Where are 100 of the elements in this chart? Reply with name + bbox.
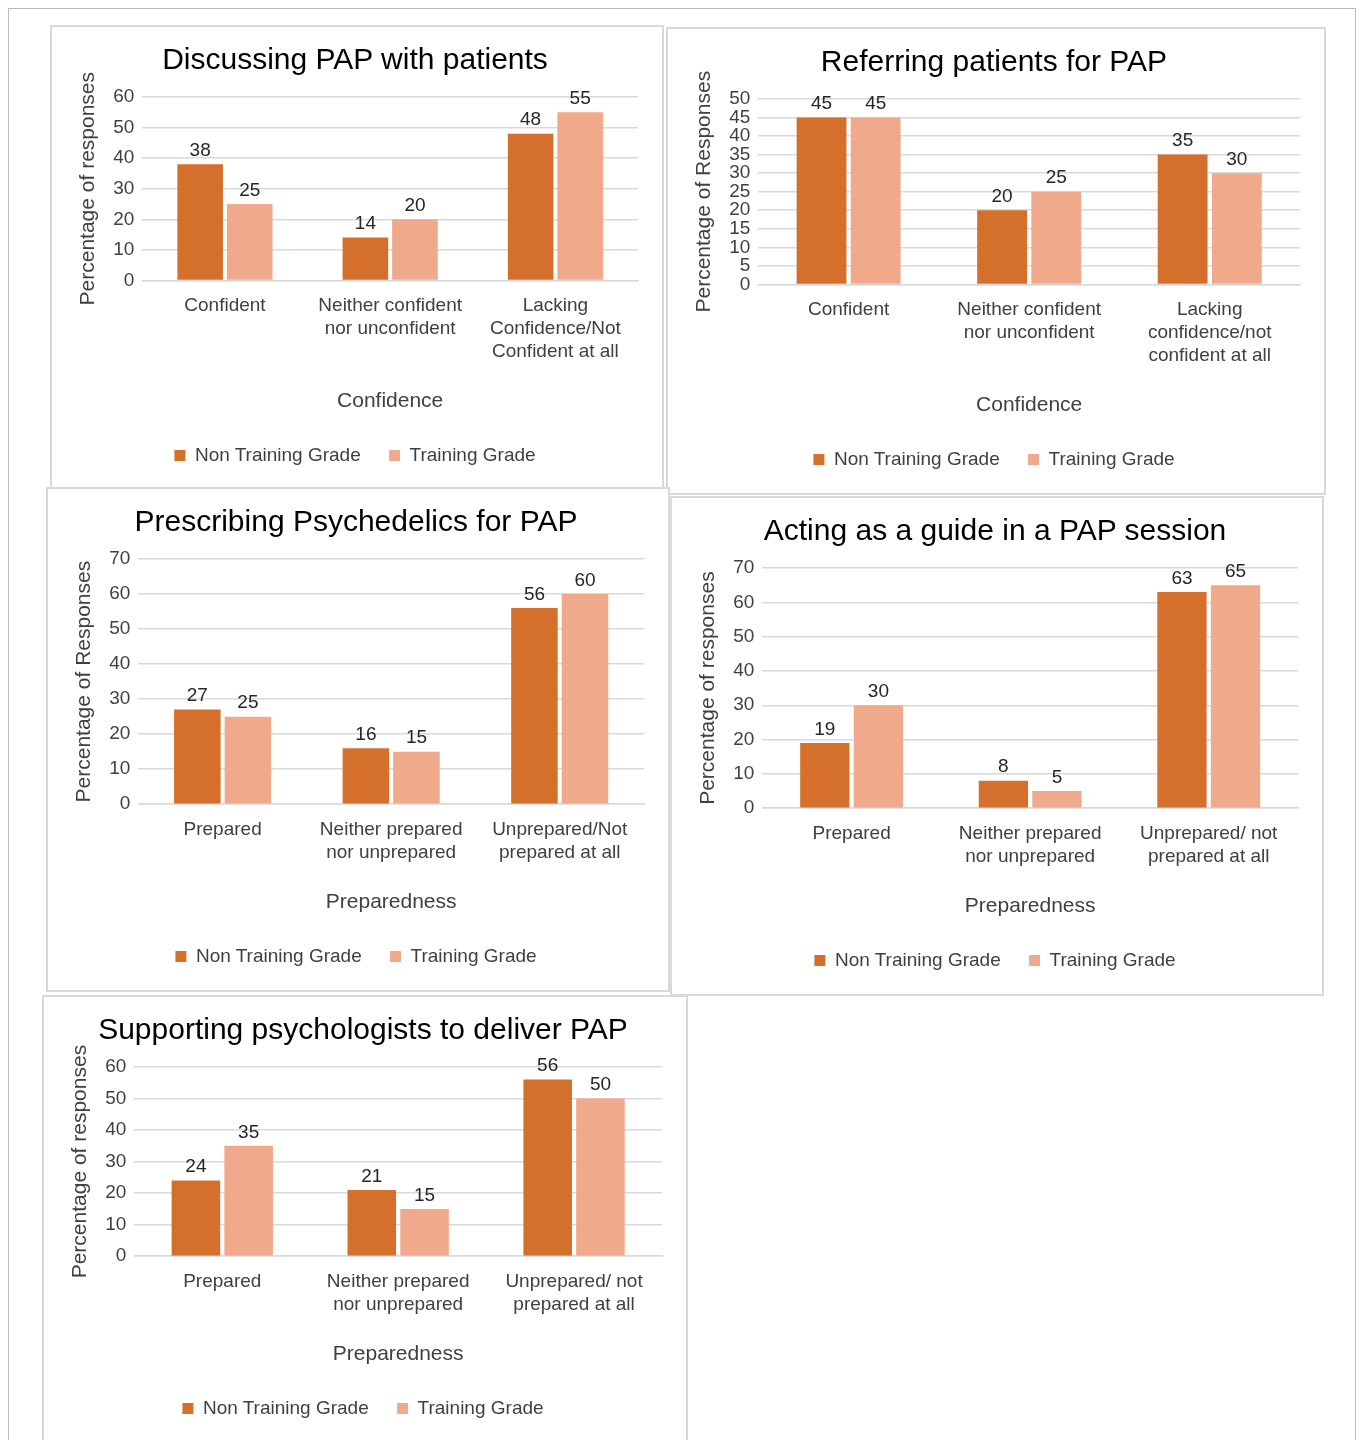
data-label: 27 [186,684,208,706]
data-label: 14 [354,212,377,234]
y-tick-label: 30 [733,693,755,715]
y-tick-label: 10 [733,762,755,784]
chart-title: Discussing PAP with patients [162,42,548,76]
y-tick-label: 40 [105,1118,127,1140]
data-label: 24 [185,1155,207,1177]
data-label: 25 [239,178,261,200]
x-tick-label: Lacking confidence/not confident at all [1147,298,1273,365]
y-axis-title: Percentage of Responses [71,560,95,803]
data-label: 48 [520,108,542,130]
y-tick-label: 50 [105,1086,127,1108]
y-tick-label: 0 [119,792,131,814]
bar [576,1098,625,1256]
bar [1032,791,1082,808]
data-label: 65 [1224,559,1247,581]
legend-label: Training Grade [1049,948,1176,970]
bar [1211,173,1262,284]
x-tick-label: Neither prepared nor unprepared [958,821,1102,866]
data-label: 35 [238,1120,260,1142]
bar [796,117,847,284]
data-label: 20 [991,184,1013,206]
x-tick-label: Neither confident nor unconfident [957,298,1102,342]
x-tick-label: Neither confident nor unconfident [318,294,463,338]
y-tick-label: 50 [733,624,755,646]
data-label: 56 [537,1054,559,1076]
data-label: 5 [1051,765,1063,787]
data-label: 20 [404,194,426,215]
y-tick-label: 30 [109,687,131,709]
bar [177,164,223,280]
x-tick-label: Prepared [183,1269,262,1291]
data-label: 16 [355,722,377,744]
bar [400,1208,449,1256]
legend-label: Non Training Grade [202,1396,369,1418]
y-tick-label: 20 [109,722,131,744]
bar [1210,585,1261,808]
data-label: 15 [413,1183,436,1205]
bar [523,1079,572,1256]
bar [171,1180,221,1256]
data-label: 25 [237,691,259,713]
data-label: 25 [1045,166,1067,188]
data-label: 21 [361,1164,383,1186]
bar [342,748,390,804]
y-tick-label: 40 [733,659,755,681]
data-label: 45 [810,92,833,114]
y-tick-label: 0 [123,268,135,290]
bar [1157,154,1208,284]
chart-title: Supporting psychologists to deliver PAP [98,1012,628,1046]
y-tick-label: 40 [113,146,135,168]
bar [342,237,389,280]
legend-label: Non Training Grade [194,443,361,465]
data-label: 15 [405,726,428,748]
bar [800,743,850,808]
x-axis-title: Preparedness [332,1341,464,1365]
y-tick-label: 0 [743,796,755,818]
y-tick-label: 30 [105,1149,127,1171]
bar [1031,191,1082,284]
y-tick-label: 40 [109,652,131,674]
chart-title: Prescribing Psychedelics for PAP [134,504,578,538]
y-axis-title: Percentage of responses [67,1044,91,1279]
x-tick-label: Prepared [812,821,891,843]
x-axis-title: Preparedness [325,889,457,913]
y-tick-label: 20 [733,727,755,749]
legend-label: Training Grade [417,1396,544,1418]
bar [174,709,221,804]
data-label: 50 [589,1073,612,1095]
data-label: 19 [814,717,836,739]
bar [347,1189,397,1256]
bar [977,210,1027,284]
bar [853,705,904,808]
legend-label: Training Grade [410,944,537,966]
data-label: 8 [998,755,1009,777]
y-tick-label: 30 [113,176,135,198]
data-label: 38 [189,138,211,160]
y-tick-label: 0 [115,1244,127,1266]
y-tick-label: 10 [113,238,135,260]
bar [850,117,901,284]
x-tick-label: Neither prepared nor unprepared [319,817,463,862]
data-label: 56 [523,582,546,604]
y-tick-label: 10 [109,757,131,779]
x-axis-title: Preparedness [964,893,1096,917]
y-tick-label: 70 [109,547,131,569]
data-label: 35 [1172,129,1194,151]
bar [393,751,440,804]
x-tick-label: Unprepared/Not prepared at all [492,817,629,862]
bar [557,112,603,280]
y-tick-label: 60 [733,590,755,612]
data-label: 30 [867,679,889,701]
bar [507,133,554,280]
y-axis-title: Percentage of Responses [691,70,715,313]
y-tick-label: 60 [105,1055,127,1077]
data-label: 45 [865,92,887,114]
y-axis-title: Percentage of responses [695,571,719,805]
x-tick-label: Prepared [183,817,262,839]
y-tick-label: 70 [733,556,755,578]
y-tick-label: 50 [109,617,131,639]
x-axis-title: Confidence [337,388,444,412]
legend-label: Training Grade [1048,447,1175,469]
x-tick-label: Neither prepared nor unprepared [326,1269,470,1314]
bar [226,203,273,280]
